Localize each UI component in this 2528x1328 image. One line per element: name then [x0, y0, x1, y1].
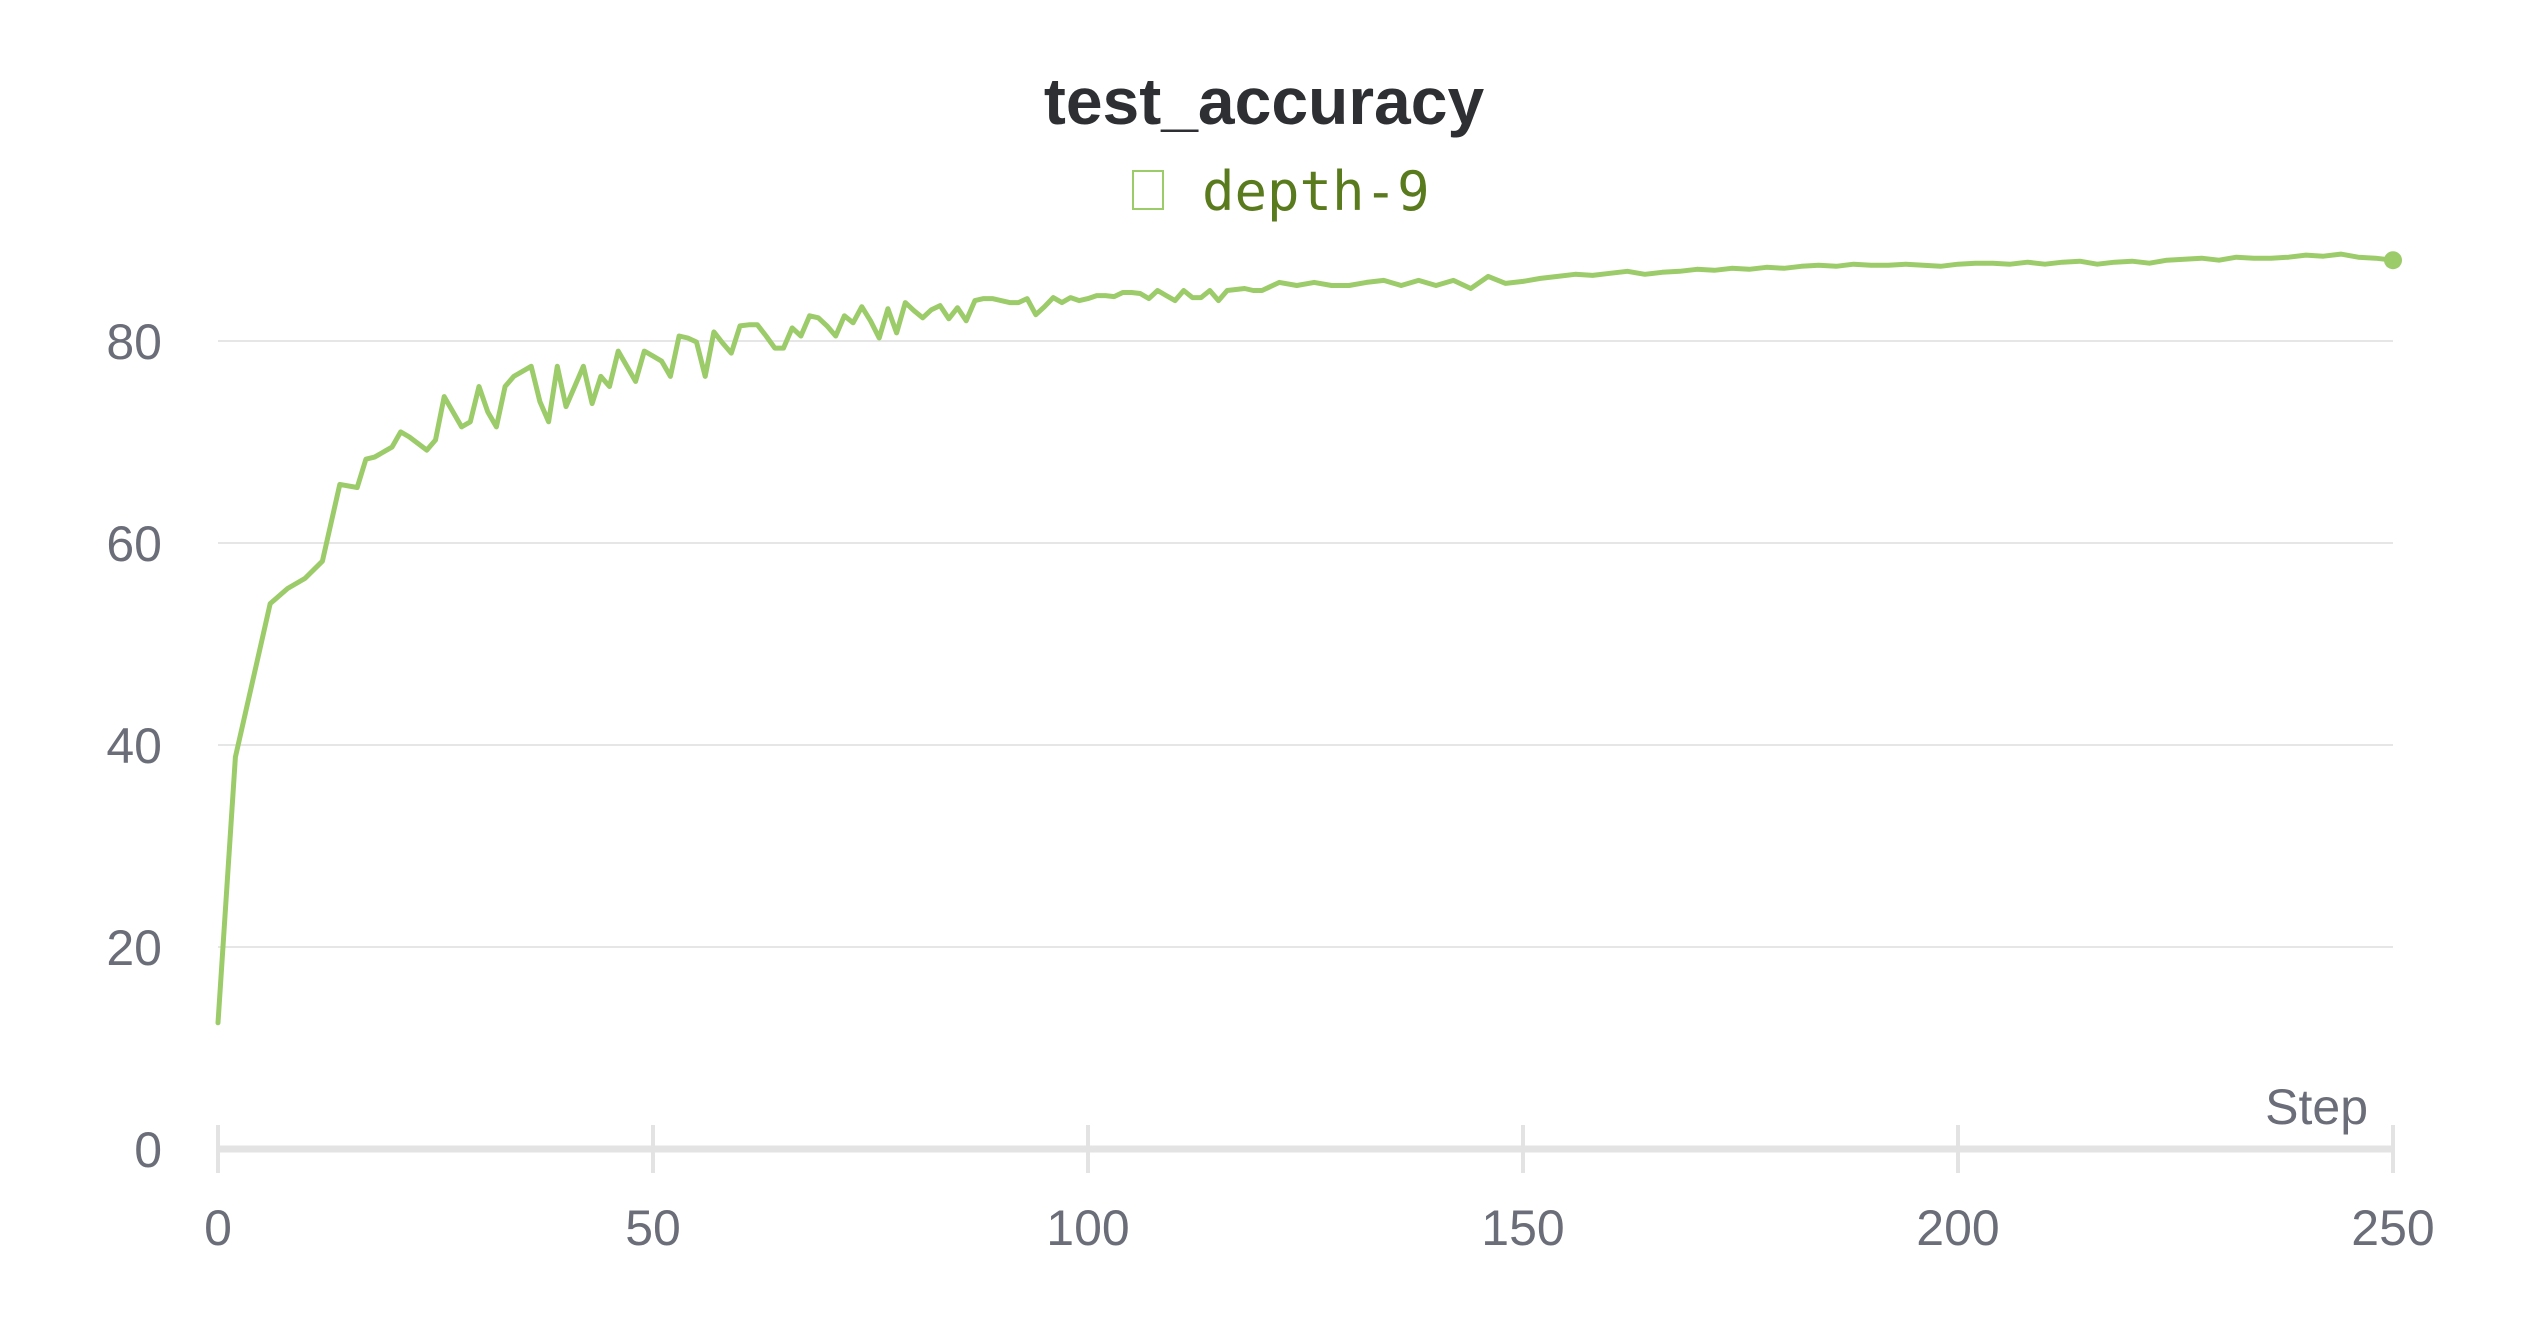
- legend-label: depth-9: [1202, 160, 1430, 223]
- x-tick-label-150: 150: [1481, 1200, 1564, 1256]
- y-tick-label-0: 0: [134, 1122, 162, 1178]
- gridlines: [218, 340, 2393, 948]
- legend[interactable]: depth-9: [1132, 160, 1430, 223]
- y-tick-label-80: 80: [106, 314, 162, 370]
- x-tick-label-100: 100: [1046, 1200, 1129, 1256]
- x-tick-label-0: 0: [204, 1200, 232, 1256]
- x-tick-label-200: 200: [1916, 1200, 1999, 1256]
- series-layer: [215, 251, 2402, 1026]
- y-axis: 0 20 40 60 80: [106, 314, 162, 1178]
- x-axis-title: Step: [2265, 1079, 2368, 1135]
- x-tick-label-250: 250: [2351, 1200, 2434, 1256]
- y-tick-label-40: 40: [106, 718, 162, 774]
- chart-title: test_accuracy: [1044, 64, 1485, 138]
- series-end-point[interactable]: [2384, 251, 2402, 270]
- legend-swatch-icon: [1132, 170, 1164, 210]
- series-line-depth-9: [215, 251, 2396, 1026]
- y-tick-label-60: 60: [106, 516, 162, 572]
- x-tick-label-50: 50: [625, 1200, 681, 1256]
- y-tick-label-20: 20: [106, 920, 162, 976]
- x-axis-ticks: 0 50 100 150 200 250: [204, 1125, 2435, 1256]
